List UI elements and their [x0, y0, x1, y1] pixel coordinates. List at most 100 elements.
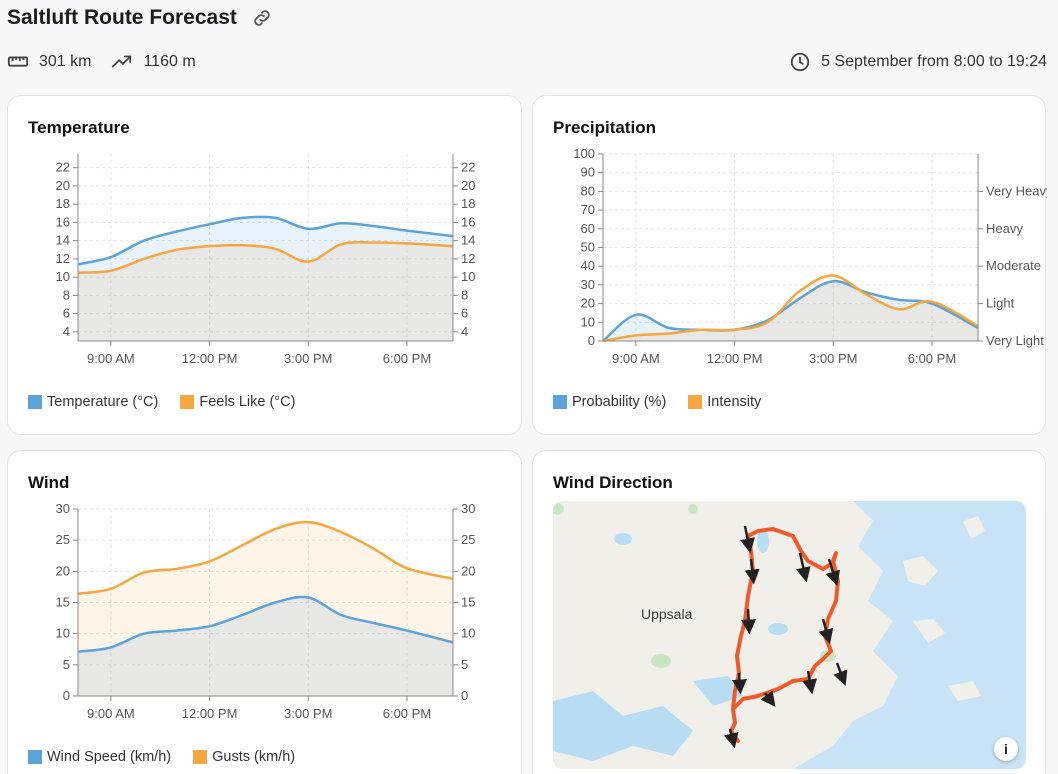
wind-arrow-icon — [731, 672, 747, 695]
link-icon[interactable] — [251, 7, 273, 29]
park-area — [553, 503, 564, 515]
city-label-uppsala: Uppsala — [641, 606, 693, 622]
y-tick-label: 25 — [56, 532, 70, 547]
wind-chart: 0 5 10 15 20 25 30 0 5 10 15 20 25 30 9:00 AM 12:00 PM 3… — [56, 501, 476, 721]
legend-item-feels-like[interactable]: Feels Like (°C) — [180, 394, 295, 410]
x-tick-label: 3:00 PM — [809, 351, 857, 366]
lake — [614, 533, 632, 545]
x-tick-label: 3:00 PM — [284, 706, 332, 721]
map-canvas[interactable]: Uppsala — [553, 501, 1026, 769]
wind-arrows — [723, 525, 848, 749]
distance-stat: 301 km — [7, 51, 91, 73]
wind-arrow-icon — [741, 608, 757, 635]
right-tick-label: 15 — [461, 595, 475, 610]
land-area — [553, 501, 898, 769]
y-tick-label: 10 — [56, 269, 70, 284]
temperature-chart: 4 6 8 10 12 14 16 18 20 22 4 6 8 10 12 14 16 18 20 22 9:00 A… — [56, 154, 475, 366]
wind-arrow-icon — [818, 618, 834, 645]
right-tick-label: 30 — [461, 501, 475, 516]
trending-up-icon — [112, 55, 132, 68]
x-tick-label: 6:00 PM — [383, 351, 431, 366]
y-tick-label: 80 — [581, 183, 595, 198]
y-tick-label: 50 — [581, 240, 595, 255]
schedule-stat: 5 September from 8:00 to 19:24 — [789, 51, 1047, 73]
feels-like-swatch — [180, 395, 195, 409]
right-tick-label: Light — [986, 296, 1015, 311]
legend-label-feels-like: Feels Like (°C) — [199, 394, 296, 410]
series-line-1 — [602, 274, 979, 343]
intensity-swatch — [688, 395, 703, 409]
right-tick-label: 8 — [461, 287, 468, 302]
x-tick-label: 6:00 PM — [383, 706, 431, 721]
x-tick-label: 9:00 AM — [87, 351, 135, 366]
legend-item-temperature[interactable]: Temperature (°C) — [28, 394, 158, 410]
right-tick-label: 5 — [461, 657, 468, 672]
page-title: Saltluft Route Forecast — [7, 6, 237, 29]
right-tick-label: 10 — [461, 626, 475, 641]
elevation-stat: 1160 m — [111, 51, 196, 73]
schedule-value: 5 September from 8:00 to 19:24 — [821, 53, 1047, 70]
y-tick-label: 12 — [56, 251, 70, 266]
wind-arrow-icon — [825, 558, 841, 587]
y-tick-label: 5 — [63, 657, 70, 672]
series-area-1 — [603, 275, 978, 341]
right-tick-label: Very Light — [986, 333, 1044, 348]
park-area — [688, 504, 698, 514]
right-tick-label: 20 — [461, 563, 475, 578]
route-meta: 301 km 1160 m 5 September from 8:00 to 1… — [7, 48, 1047, 76]
legend-item-gusts[interactable]: Gusts (km/h) — [193, 749, 295, 765]
temperature-card: Temperature 4 6 8 10 12 14 16 18 20 22 4 6 8 10 12 14 16… — [7, 95, 522, 435]
lake — [757, 529, 769, 553]
y-tick-label: 15 — [56, 595, 70, 610]
wind-direction-map[interactable]: Uppsala i — [553, 501, 1026, 769]
series-line-0 — [77, 595, 454, 653]
wind-arrow-icon — [796, 552, 811, 583]
x-tick-label: 3:00 PM — [284, 351, 332, 366]
series-area-0 — [78, 216, 453, 341]
y-tick-label: 14 — [56, 233, 70, 248]
right-tick-label: 25 — [461, 532, 475, 547]
legend-item-intensity[interactable]: Intensity — [688, 394, 761, 410]
wind-direction-card: Wind Direction Up — [532, 450, 1046, 774]
temperature-legend: Temperature (°C) Feels Like (°C) — [28, 394, 295, 410]
gusts-swatch — [193, 750, 208, 764]
clock-icon — [790, 52, 810, 72]
wind-arrow-icon — [723, 728, 739, 749]
lake-system — [693, 676, 743, 706]
series-line-0 — [77, 215, 454, 266]
series-area-1 — [78, 242, 453, 341]
precipitation-chart: 0 10 20 30 40 50 60 70 80 90 100 Very Light Light Mod… — [573, 146, 1047, 366]
right-tick-label: Very Heavy — [986, 183, 1047, 198]
x-tick-label: 12:00 PM — [182, 706, 238, 721]
y-tick-label: 40 — [581, 258, 595, 273]
legend-item-probability[interactable]: Probability (%) — [553, 394, 666, 410]
right-tick-label: 22 — [461, 160, 475, 175]
elevation-value: 1160 m — [143, 53, 196, 70]
y-tick-label: 10 — [56, 626, 70, 641]
lake — [768, 623, 788, 635]
y-tick-label: 4 — [63, 324, 70, 339]
legend-label-temperature: Temperature (°C) — [47, 394, 159, 410]
wind-arrow-icon — [760, 690, 776, 707]
precipitation-title: Precipitation — [553, 118, 656, 137]
map-info-button[interactable]: i — [994, 737, 1018, 761]
y-tick-label: 20 — [56, 563, 70, 578]
x-tick-label: 9:00 AM — [612, 351, 660, 366]
wind-arrow-icon — [744, 558, 760, 585]
y-tick-label: 90 — [581, 165, 595, 180]
right-tick-label: 4 — [461, 324, 468, 339]
right-tick-label: 0 — [461, 688, 468, 703]
x-tick-label: 6:00 PM — [908, 351, 956, 366]
legend-label-intensity: Intensity — [707, 394, 762, 410]
legend-label-gusts: Gusts (km/h) — [212, 749, 296, 765]
right-tick-label: 20 — [461, 178, 475, 193]
legend-item-wind-speed[interactable]: Wind Speed (km/h) — [28, 749, 171, 765]
right-tick-label: 18 — [461, 196, 475, 211]
y-tick-label: 30 — [56, 501, 70, 516]
series-line-1 — [77, 520, 454, 596]
y-tick-label: 100 — [573, 146, 595, 161]
temperature-title: Temperature — [28, 118, 130, 137]
y-tick-label: 6 — [63, 306, 70, 321]
ruler-icon — [7, 56, 29, 67]
distance-value: 301 km — [39, 53, 92, 70]
